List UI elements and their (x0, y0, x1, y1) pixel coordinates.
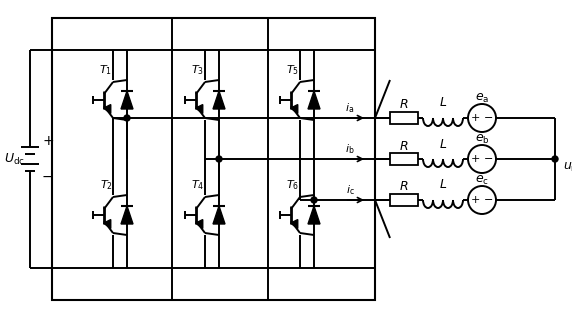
Text: +: + (471, 113, 480, 123)
Polygon shape (291, 105, 298, 114)
Circle shape (311, 197, 317, 203)
Text: $i_{\rm c}$: $i_{\rm c}$ (345, 183, 355, 197)
Text: −: − (483, 113, 493, 123)
Text: $T_4$: $T_4$ (191, 178, 205, 192)
Polygon shape (196, 219, 202, 229)
Polygon shape (104, 219, 111, 229)
Text: L: L (439, 96, 447, 109)
Polygon shape (213, 91, 225, 109)
Text: $e_{\rm c}$: $e_{\rm c}$ (475, 173, 489, 187)
Bar (52, 18, 375, 300)
Polygon shape (213, 206, 225, 224)
Polygon shape (104, 105, 111, 114)
Polygon shape (121, 91, 133, 109)
Text: $e_{\rm a}$: $e_{\rm a}$ (475, 92, 489, 105)
Text: $T_5$: $T_5$ (287, 63, 300, 77)
Polygon shape (121, 206, 133, 224)
Polygon shape (308, 206, 320, 224)
Text: R: R (400, 140, 408, 153)
Text: L: L (439, 137, 447, 150)
Text: $T_3$: $T_3$ (192, 63, 205, 77)
Text: R: R (400, 99, 408, 112)
Text: $T_2$: $T_2$ (100, 178, 113, 192)
Text: $u_{\rm n}$: $u_{\rm n}$ (563, 161, 572, 174)
Circle shape (124, 115, 130, 121)
Text: −: − (42, 170, 54, 184)
Text: −: − (483, 154, 493, 164)
Bar (390, 194, 418, 206)
Polygon shape (308, 91, 320, 109)
Text: +: + (471, 195, 480, 205)
Bar (390, 153, 418, 165)
Bar (390, 112, 418, 124)
Circle shape (552, 156, 558, 162)
Text: $i_{\rm a}$: $i_{\rm a}$ (345, 101, 355, 115)
Text: −: − (483, 195, 493, 205)
Circle shape (216, 156, 222, 162)
Text: $T_6$: $T_6$ (287, 178, 300, 192)
Text: L: L (439, 178, 447, 191)
Text: $U_{\rm dc}$: $U_{\rm dc}$ (3, 151, 25, 167)
Text: $i_{\rm b}$: $i_{\rm b}$ (345, 142, 355, 156)
Text: $e_{\rm b}$: $e_{\rm b}$ (475, 133, 489, 146)
Polygon shape (196, 105, 202, 114)
Text: +: + (471, 154, 480, 164)
Polygon shape (291, 219, 298, 229)
Text: +: + (42, 134, 54, 148)
Text: R: R (400, 181, 408, 193)
Text: $T_1$: $T_1$ (100, 63, 113, 77)
